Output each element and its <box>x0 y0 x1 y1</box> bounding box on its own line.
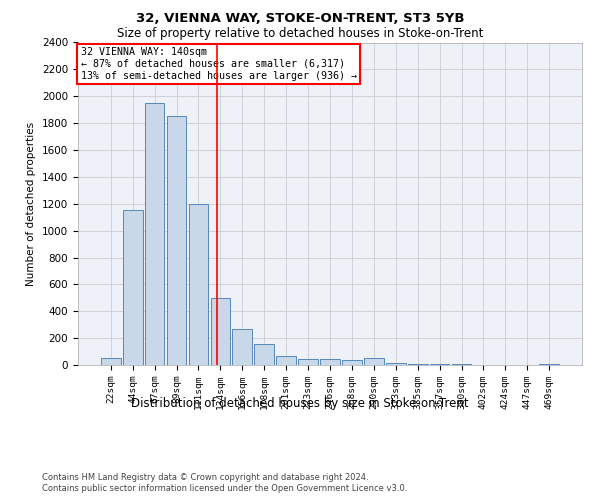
Text: Contains HM Land Registry data © Crown copyright and database right 2024.: Contains HM Land Registry data © Crown c… <box>42 472 368 482</box>
Bar <box>145 103 164 365</box>
Bar <box>188 204 208 365</box>
Bar <box>276 356 296 365</box>
Bar <box>408 364 428 365</box>
Bar <box>232 328 252 365</box>
Bar <box>539 364 559 365</box>
Text: Size of property relative to detached houses in Stoke-on-Trent: Size of property relative to detached ho… <box>117 28 483 40</box>
Bar <box>386 363 406 365</box>
Bar <box>254 344 274 365</box>
Bar <box>298 359 318 365</box>
Text: 32, VIENNA WAY, STOKE-ON-TRENT, ST3 5YB: 32, VIENNA WAY, STOKE-ON-TRENT, ST3 5YB <box>136 12 464 26</box>
Bar <box>211 298 230 365</box>
Text: Contains public sector information licensed under the Open Government Licence v3: Contains public sector information licen… <box>42 484 407 493</box>
Bar <box>430 364 449 365</box>
Bar <box>123 210 143 365</box>
Y-axis label: Number of detached properties: Number of detached properties <box>26 122 37 286</box>
Bar <box>452 364 472 365</box>
Bar <box>167 116 187 365</box>
Bar <box>342 360 362 365</box>
Text: Distribution of detached houses by size in Stoke-on-Trent: Distribution of detached houses by size … <box>131 398 469 410</box>
Bar <box>101 358 121 365</box>
Text: 32 VIENNA WAY: 140sqm
← 87% of detached houses are smaller (6,317)
13% of semi-d: 32 VIENNA WAY: 140sqm ← 87% of detached … <box>80 48 356 80</box>
Bar <box>364 358 384 365</box>
Bar <box>320 359 340 365</box>
